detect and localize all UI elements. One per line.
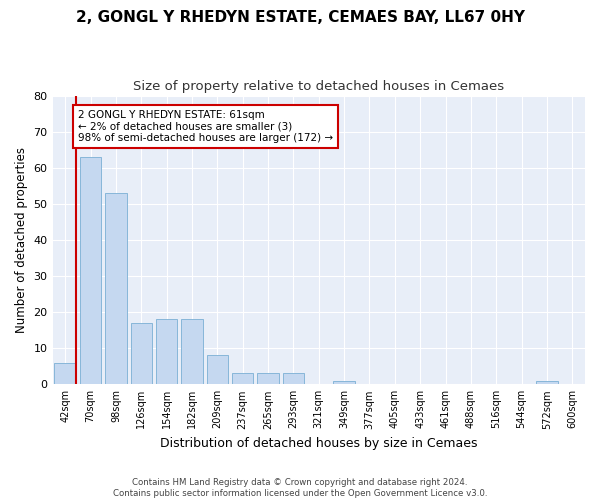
- Bar: [536, 380, 558, 384]
- Bar: [131, 323, 152, 384]
- Bar: [105, 193, 127, 384]
- Text: Contains HM Land Registry data © Crown copyright and database right 2024.
Contai: Contains HM Land Registry data © Crown c…: [113, 478, 487, 498]
- Bar: [181, 320, 203, 384]
- Bar: [257, 374, 279, 384]
- Y-axis label: Number of detached properties: Number of detached properties: [15, 147, 28, 333]
- Bar: [55, 362, 76, 384]
- Bar: [80, 157, 101, 384]
- Title: Size of property relative to detached houses in Cemaes: Size of property relative to detached ho…: [133, 80, 505, 93]
- Text: 2, GONGL Y RHEDYN ESTATE, CEMAES BAY, LL67 0HY: 2, GONGL Y RHEDYN ESTATE, CEMAES BAY, LL…: [76, 10, 524, 25]
- Bar: [283, 374, 304, 384]
- Bar: [206, 356, 228, 384]
- Bar: [156, 320, 178, 384]
- Bar: [334, 380, 355, 384]
- Text: 2 GONGL Y RHEDYN ESTATE: 61sqm
← 2% of detached houses are smaller (3)
98% of se: 2 GONGL Y RHEDYN ESTATE: 61sqm ← 2% of d…: [78, 110, 333, 143]
- X-axis label: Distribution of detached houses by size in Cemaes: Distribution of detached houses by size …: [160, 437, 478, 450]
- Bar: [232, 374, 253, 384]
